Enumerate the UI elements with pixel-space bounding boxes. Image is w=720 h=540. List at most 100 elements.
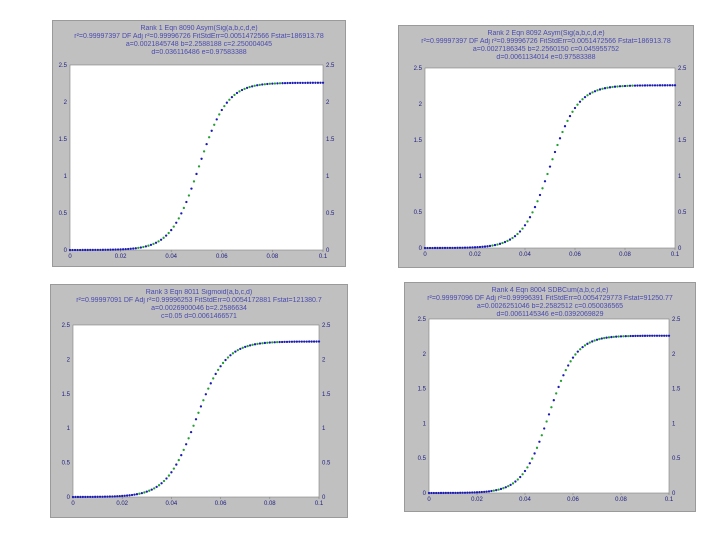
data-point: [561, 130, 564, 134]
plot-area: 0 00.5 0.51 11.5 1.52 22.5 2.50 0.02 0.04 0.06 0.0…: [418, 317, 681, 503]
data-point: [497, 488, 500, 491]
data-point: [124, 247, 127, 251]
data-point: [119, 248, 122, 251]
y-tick-label-right: 2: [326, 100, 330, 106]
data-point: [638, 84, 642, 87]
data-point: [281, 82, 284, 85]
data-point: [569, 360, 572, 363]
data-point: [164, 234, 168, 237]
data-point: [89, 495, 92, 499]
y-tick-label-right: 2: [322, 357, 326, 363]
data-point: [209, 382, 212, 385]
data-point: [442, 491, 445, 495]
data-point: [200, 157, 203, 160]
data-point: [311, 81, 315, 84]
data-point: [521, 227, 524, 230]
data-point: [435, 491, 438, 495]
data-point: [266, 341, 269, 344]
x-tick-label: 0.06: [215, 501, 227, 507]
y-tick-label-left: 0.5: [414, 210, 423, 216]
data-point: [96, 248, 99, 252]
data-point: [458, 246, 462, 249]
data-point: [656, 84, 659, 87]
data-point: [448, 246, 452, 250]
data-point: [130, 493, 134, 497]
data-point: [504, 486, 507, 489]
data-point: [321, 81, 325, 84]
y-tick-label-right: 0: [672, 491, 676, 497]
data-point: [71, 248, 74, 252]
data-point: [233, 93, 236, 97]
data-point: [68, 248, 72, 252]
data-point: [663, 334, 666, 337]
data-point: [486, 245, 489, 248]
data-point: [73, 248, 77, 252]
data-point: [634, 334, 637, 338]
y-tick-label-left: 0.5: [62, 461, 71, 467]
data-point: [476, 246, 479, 249]
data-point: [586, 342, 589, 345]
data-point: [199, 405, 203, 408]
data-point: [583, 95, 587, 99]
data-point: [555, 392, 558, 395]
chart-subtitle-line-1: r²=0.99997397 DF Adj r²=0.99996726 FitSt…: [74, 33, 324, 40]
data-point: [622, 335, 625, 338]
data-point: [651, 84, 654, 87]
data-point: [581, 345, 584, 349]
data-point: [132, 247, 135, 250]
data-point: [290, 340, 294, 343]
y-tick-label-left: 1.5: [418, 387, 427, 393]
data-point: [135, 493, 139, 496]
data-point: [498, 242, 502, 245]
data-point: [145, 490, 148, 493]
data-point: [624, 335, 627, 338]
data-point: [430, 491, 433, 495]
data-point: [258, 83, 261, 87]
chart-title: Rank 1 Eqn 8090 Asym(Sig(a,b,c,d,e): [140, 25, 258, 32]
data-point: [607, 336, 611, 339]
data-point: [157, 484, 161, 487]
data-point: [608, 86, 612, 89]
y-tick-label-left: 2: [64, 100, 68, 106]
data-point: [192, 424, 195, 427]
data-point: [304, 81, 307, 84]
data-point: [256, 84, 259, 87]
x-tick-label: 0.06: [569, 252, 581, 258]
data-point: [113, 495, 116, 498]
x-tick-label: 0.04: [519, 252, 531, 258]
data-point: [175, 463, 178, 466]
data-point: [663, 84, 667, 87]
data-point: [559, 379, 563, 383]
data-point: [658, 334, 661, 337]
data-point: [140, 491, 144, 495]
data-point: [437, 491, 440, 495]
data-point: [153, 487, 156, 490]
data-point: [471, 246, 474, 249]
y-tick-label-right: 0: [326, 248, 330, 254]
data-point: [668, 84, 672, 87]
y-tick-label-right: 0.5: [672, 456, 681, 462]
y-tick-label-left: 2: [423, 352, 427, 358]
data-point: [502, 487, 505, 490]
data-point: [598, 88, 602, 91]
data-point: [615, 335, 618, 338]
data-point: [576, 350, 579, 353]
data-point: [208, 136, 211, 139]
y-tick-label-left: 0.5: [59, 211, 68, 217]
x-tick-label: 0.04: [519, 497, 531, 503]
data-point: [573, 106, 577, 110]
data-point: [84, 248, 87, 252]
data-point: [303, 340, 306, 343]
data-point: [553, 150, 557, 154]
data-point: [230, 95, 234, 99]
data-point: [428, 246, 432, 250]
data-point: [219, 365, 222, 368]
data-point: [508, 238, 512, 241]
chart-panel-1: Rank 1 Eqn 8090 Asym(Sig(a,b,c,d,e) r²=0…: [52, 20, 346, 267]
data-point: [98, 495, 102, 498]
data-point: [213, 123, 216, 126]
y-tick-label-right: 1.5: [322, 392, 331, 398]
data-point: [215, 118, 218, 121]
data-point: [76, 248, 79, 252]
x-tick-label: 0.06: [567, 497, 579, 503]
